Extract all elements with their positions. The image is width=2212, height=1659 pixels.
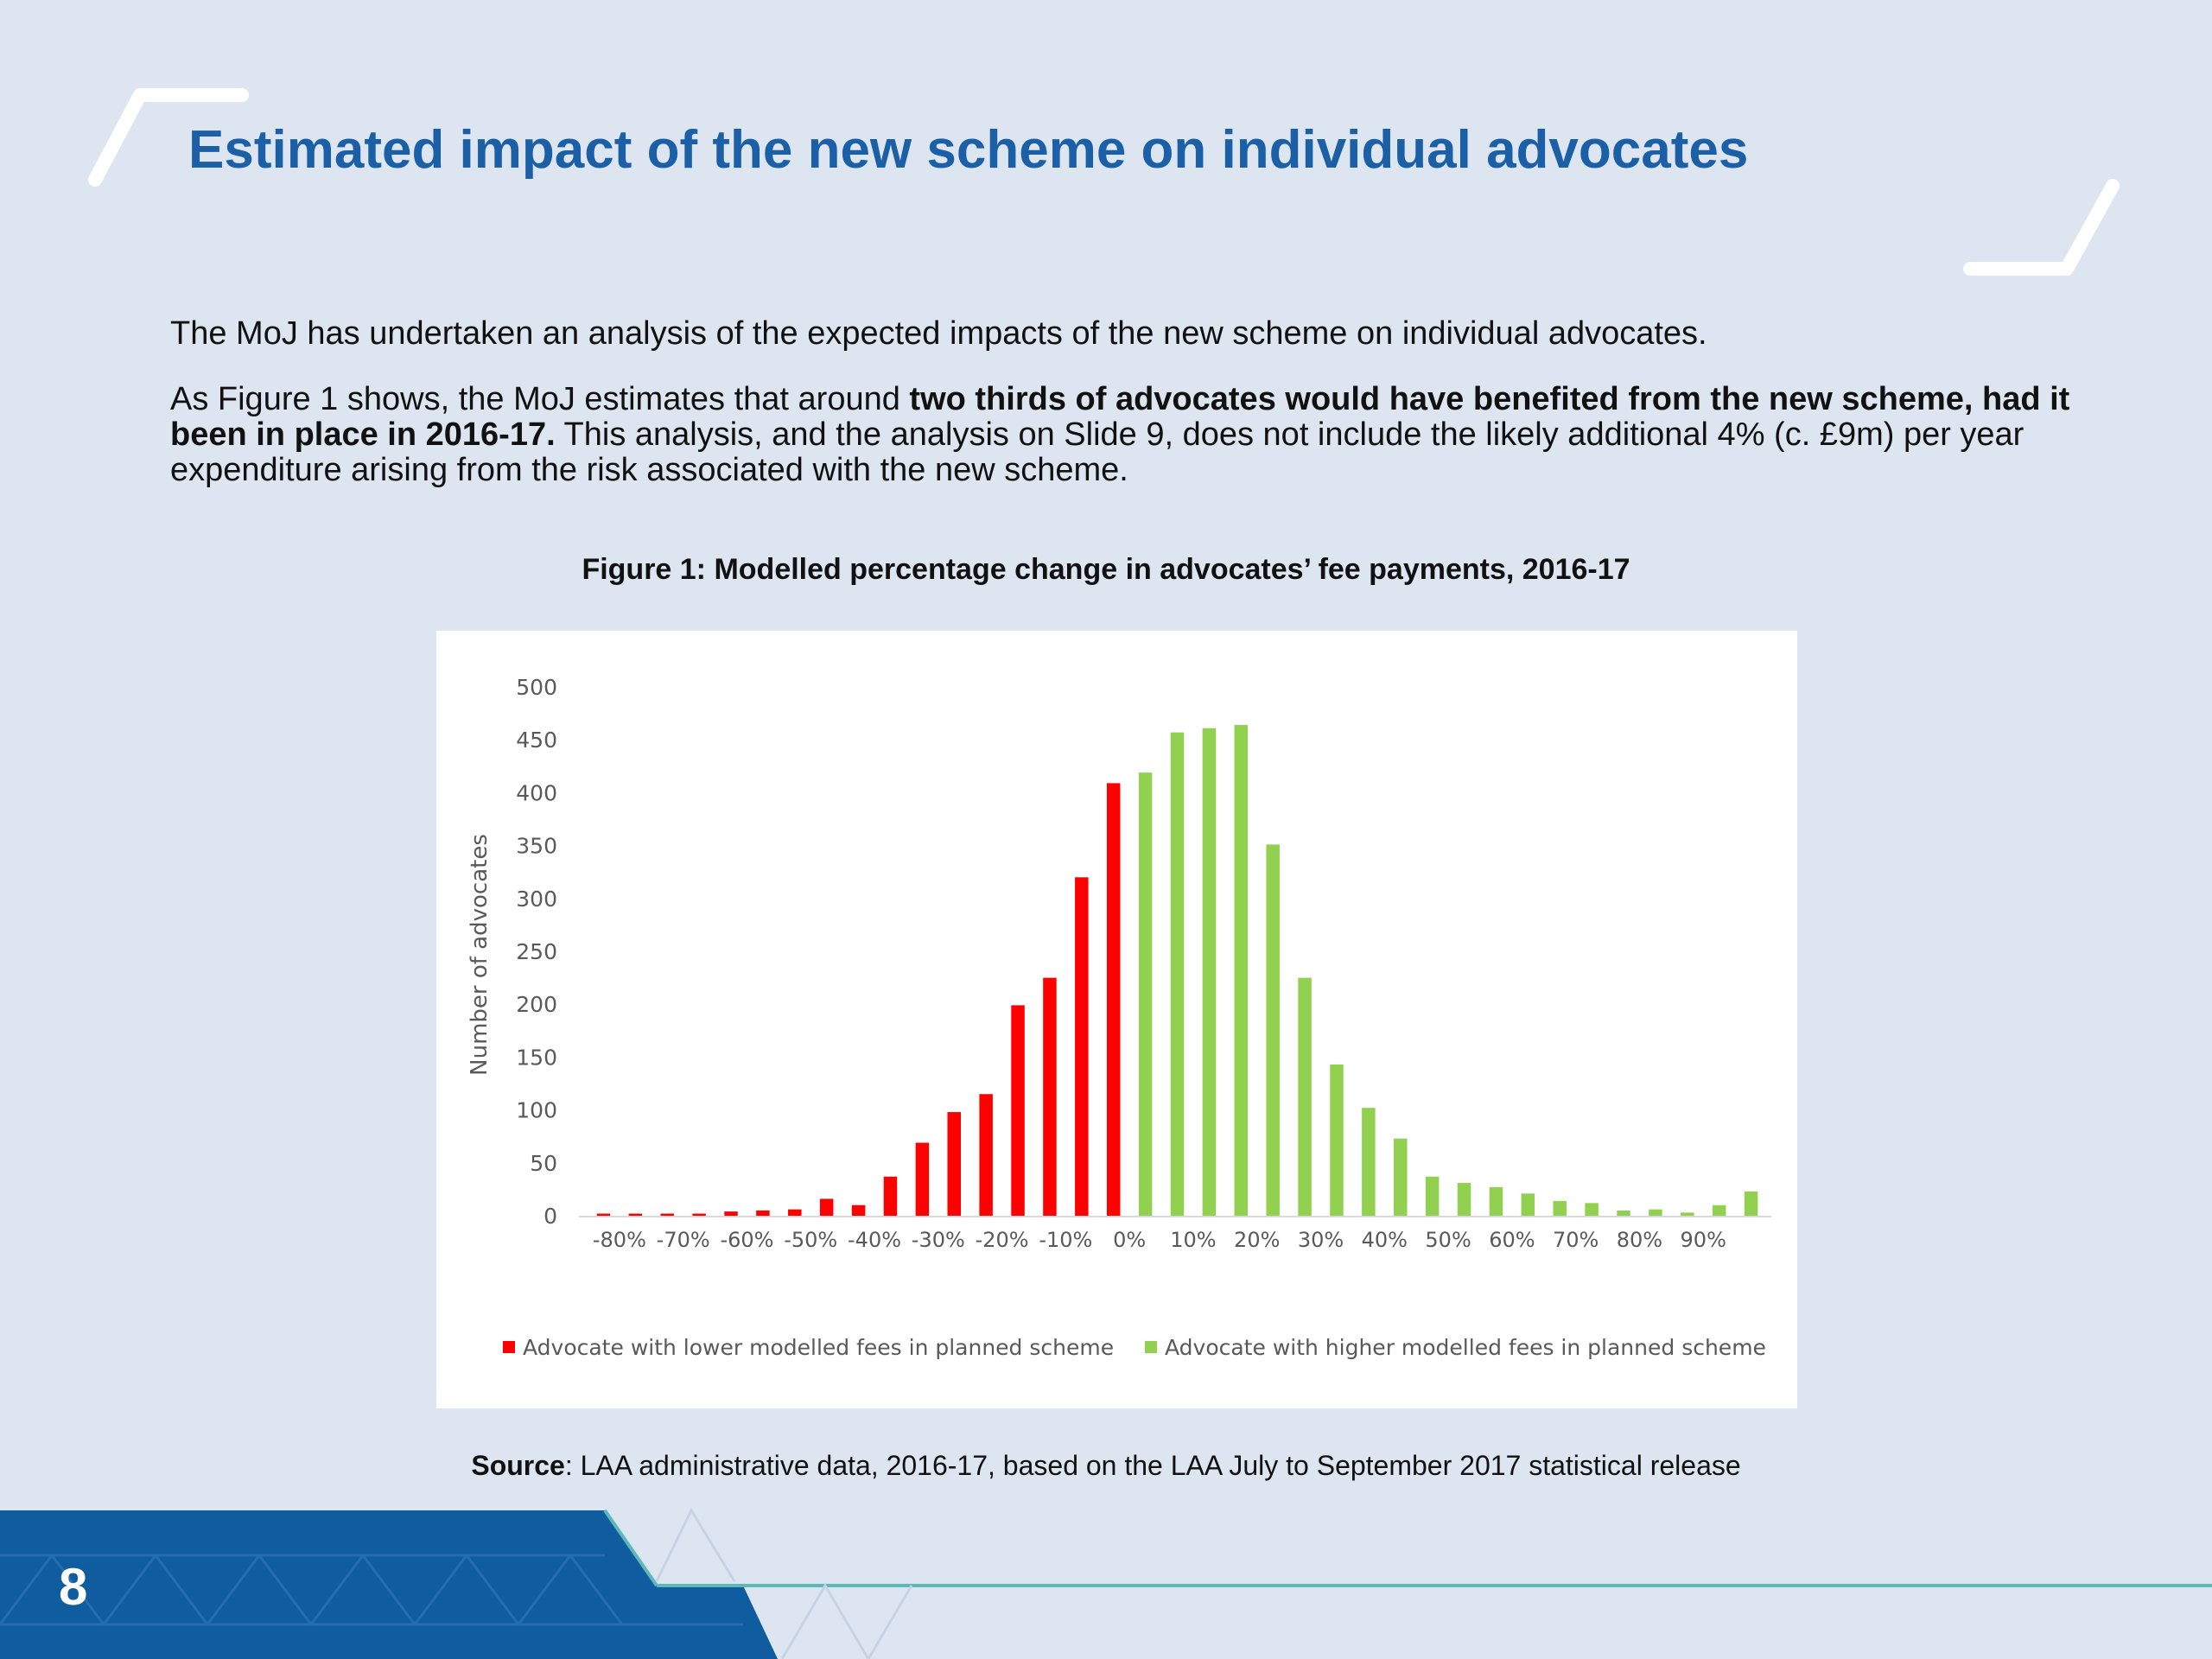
bar-lower-fees bbox=[1106, 783, 1121, 1216]
y-tick-label: 400 bbox=[516, 780, 557, 805]
figure-caption: Figure 1: Modelled percentage change in … bbox=[582, 553, 1630, 586]
y-axis-title: Number of advocates bbox=[467, 834, 493, 1076]
bars bbox=[596, 725, 1758, 1216]
chart-legend: Advocate with lower modelled fees in pla… bbox=[503, 1335, 1766, 1360]
x-tick-label: -30% bbox=[912, 1228, 965, 1252]
histogram-chart: Number of advocates 0 50 100 150 200 250 300 35… bbox=[467, 675, 1771, 1360]
bar-lower-fees bbox=[724, 1211, 738, 1216]
bar-lower-fees bbox=[947, 1112, 962, 1216]
bar-higher-fees bbox=[1234, 725, 1249, 1216]
y-tick-label: 50 bbox=[530, 1151, 557, 1176]
x-axis-ticks: -80% -70% -60% -50% -40% -30% -20% -10% 0% 10% 20%… bbox=[593, 1228, 1726, 1252]
x-tick-label: -70% bbox=[657, 1228, 710, 1252]
bar-lower-fees bbox=[660, 1213, 674, 1216]
x-tick-label: -60% bbox=[720, 1228, 773, 1252]
x-tick-label: -50% bbox=[784, 1228, 837, 1252]
y-tick-label: 150 bbox=[516, 1045, 557, 1070]
y-tick-label: 450 bbox=[516, 728, 557, 753]
bar-lower-fees bbox=[851, 1205, 866, 1216]
bar-lower-fees bbox=[1011, 1005, 1025, 1216]
x-tick-label: 80% bbox=[1617, 1228, 1662, 1252]
bar-higher-fees bbox=[1266, 844, 1280, 1216]
bar-higher-fees bbox=[1649, 1209, 1662, 1216]
x-tick-label: 50% bbox=[1425, 1228, 1471, 1252]
bar-lower-fees bbox=[756, 1210, 770, 1216]
x-tick-label: 90% bbox=[1681, 1228, 1726, 1252]
bar-higher-fees bbox=[1744, 1191, 1758, 1216]
y-tick-label: 250 bbox=[516, 939, 557, 964]
x-tick-label: -10% bbox=[1039, 1228, 1092, 1252]
bar-lower-fees bbox=[692, 1213, 706, 1216]
bar-higher-fees bbox=[1393, 1138, 1408, 1216]
bar-lower-fees bbox=[596, 1213, 611, 1216]
bar-lower-fees bbox=[1075, 877, 1089, 1216]
bar-higher-fees bbox=[1298, 977, 1312, 1216]
source-label: Source bbox=[471, 1450, 565, 1481]
bar-higher-fees bbox=[1425, 1176, 1440, 1216]
bar-higher-fees bbox=[1521, 1193, 1535, 1216]
bar-lower-fees bbox=[883, 1176, 898, 1216]
x-tick-label: 70% bbox=[1553, 1228, 1599, 1252]
summary-lead: As Figure 1 shows, the MoJ estimates tha… bbox=[170, 381, 910, 417]
legend-label-higher: Advocate with higher modelled fees in pl… bbox=[1165, 1335, 1766, 1360]
bar-lower-fees bbox=[628, 1213, 643, 1216]
x-tick-label: -80% bbox=[593, 1228, 646, 1252]
bar-higher-fees bbox=[1457, 1183, 1471, 1216]
bar-lower-fees bbox=[915, 1142, 930, 1216]
summary-rest: This analysis, and the analysis on Slide… bbox=[170, 416, 2024, 488]
bar-higher-fees bbox=[1489, 1186, 1503, 1216]
x-tick-label: 40% bbox=[1362, 1228, 1408, 1252]
y-tick-label: 200 bbox=[516, 992, 557, 1017]
y-tick-label: 300 bbox=[516, 887, 557, 912]
page-number: 8 bbox=[59, 1558, 88, 1616]
bar-higher-fees bbox=[1170, 732, 1185, 1216]
bar-higher-fees bbox=[1585, 1203, 1599, 1216]
intro-paragraph: The MoJ has undertaken an analysis of th… bbox=[170, 315, 1707, 352]
bar-lower-fees bbox=[819, 1198, 834, 1216]
bar-higher-fees bbox=[1362, 1108, 1376, 1216]
legend-swatch-lower bbox=[503, 1341, 515, 1353]
top-left-bracket-icon bbox=[88, 88, 249, 187]
y-axis-ticks: 0 50 100 150 200 250 300 350 400 450 500 bbox=[516, 675, 557, 1229]
y-tick-label: 500 bbox=[516, 675, 557, 700]
bar-lower-fees bbox=[1043, 977, 1057, 1216]
slide-title: Estimated impact of the new scheme on in… bbox=[188, 120, 1749, 180]
x-tick-label: 30% bbox=[1298, 1228, 1344, 1252]
x-tick-label: -40% bbox=[848, 1228, 901, 1252]
summary-highlight: two thirds of advocates would have benef… bbox=[170, 381, 2070, 453]
bar-higher-fees bbox=[1681, 1212, 1694, 1216]
bar-higher-fees bbox=[1617, 1210, 1630, 1216]
footer-band bbox=[0, 1507, 2212, 1659]
bar-higher-fees bbox=[1553, 1200, 1567, 1216]
x-tick-label: 60% bbox=[1489, 1228, 1535, 1252]
y-tick-label: 0 bbox=[543, 1204, 557, 1229]
bar-higher-fees bbox=[1330, 1064, 1344, 1216]
bar-higher-fees bbox=[1202, 728, 1217, 1216]
bar-higher-fees bbox=[1712, 1205, 1726, 1216]
x-tick-label: 20% bbox=[1234, 1228, 1280, 1252]
bar-lower-fees bbox=[979, 1094, 993, 1216]
y-tick-label: 100 bbox=[516, 1098, 557, 1123]
x-tick-label: -20% bbox=[976, 1228, 1029, 1252]
legend-swatch-higher bbox=[1145, 1341, 1157, 1353]
x-tick-label: 0% bbox=[1113, 1228, 1146, 1252]
x-tick-label: 10% bbox=[1170, 1228, 1216, 1252]
chart-panel: Number of advocates 0 50 100 150 200 250 300 35… bbox=[436, 631, 1797, 1408]
source-note: Source: LAA administrative data, 2016-17… bbox=[0, 1450, 2212, 1482]
bar-higher-fees bbox=[1138, 772, 1153, 1216]
top-right-bracket-icon bbox=[1963, 179, 2120, 276]
source-text: : LAA administrative data, 2016-17, base… bbox=[564, 1450, 1741, 1481]
figure-summary-paragraph: As Figure 1 shows, the MoJ estimates tha… bbox=[170, 382, 2106, 488]
legend-label-lower: Advocate with lower modelled fees in pla… bbox=[523, 1335, 1114, 1360]
y-tick-label: 350 bbox=[516, 834, 557, 859]
bar-lower-fees bbox=[788, 1209, 802, 1216]
